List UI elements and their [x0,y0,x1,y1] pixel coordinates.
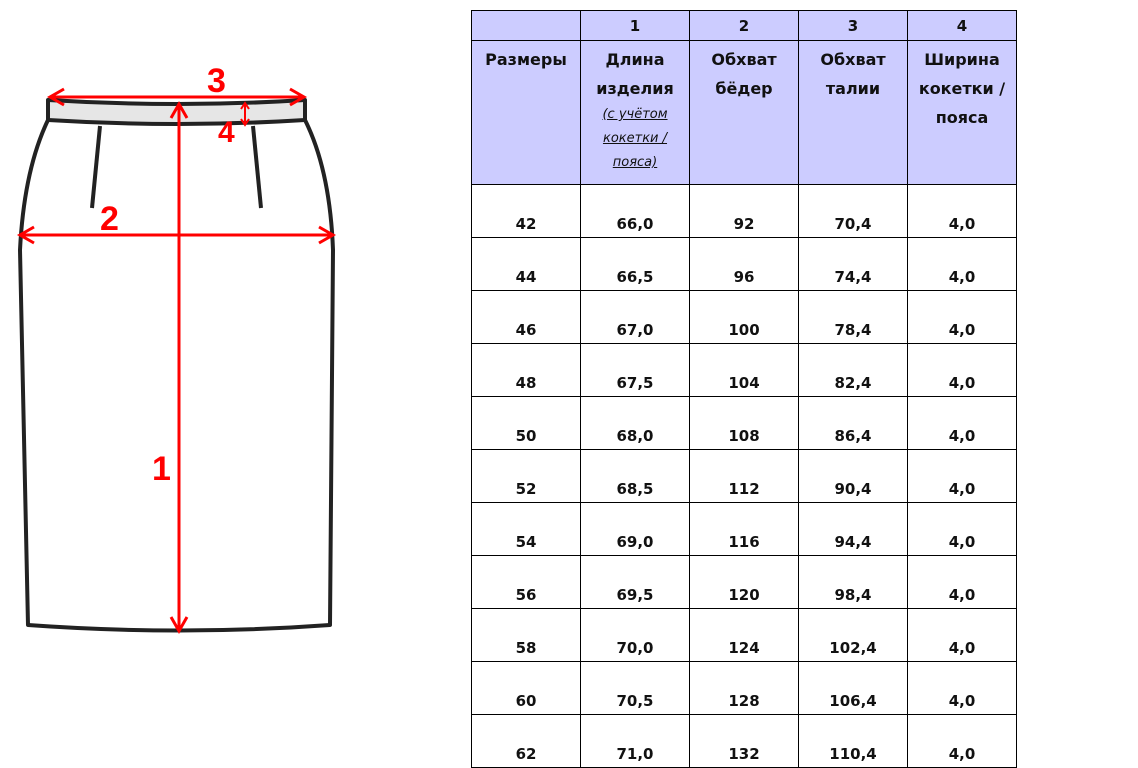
header-note: (с учётом кокетки / пояса) [602,107,668,170]
table-cell: 108 [689,396,799,450]
size-table: 1 2 3 4 Размеры Длина изделия (с учётом кокетк… [471,10,1017,768]
table-cell: 4,0 [907,237,1017,291]
table-row: 46 67,0 100 78,4 4,0 [471,290,1017,344]
table-cell: 66,5 [580,237,690,291]
column-header: Ширина кокетки / пояса [907,40,1017,185]
table-cell: 124 [689,608,799,662]
table-cell: 67,5 [580,343,690,397]
table-row: 60 70,5 128 106,4 4,0 [471,661,1017,715]
table-cell: 4,0 [907,184,1017,238]
table-cell: 104 [689,343,799,397]
table-row: 50 68,0 108 86,4 4,0 [471,396,1017,450]
table-cell: 4,0 [907,608,1017,662]
column-number [471,10,581,41]
arrow-hip [16,225,337,245]
skirt-outline [18,119,335,633]
dart-right [251,125,263,209]
table-cell: 106,4 [798,661,908,715]
arrow-band [240,101,250,127]
arrow-length [169,100,189,635]
table-cell: 116 [689,502,799,556]
table-cell: 66,0 [580,184,690,238]
table-cell: 102,4 [798,608,908,662]
column-header: Обхват талии [798,40,908,185]
table-cell: 52 [471,449,581,503]
table-cell: 4,0 [907,714,1017,768]
table-cell: 71,0 [580,714,690,768]
column-header: Обхват бёдер [689,40,799,185]
table-cell: 60 [471,661,581,715]
table-cell: 78,4 [798,290,908,344]
table-cell: 70,0 [580,608,690,662]
table-cell: 69,0 [580,502,690,556]
table-cell: 58 [471,608,581,662]
table-row: 48 67,5 104 82,4 4,0 [471,343,1017,397]
table-cell: 46 [471,290,581,344]
table-cell: 90,4 [798,449,908,503]
table-cell: 54 [471,502,581,556]
column-number: 2 [689,10,799,41]
table-cell: 128 [689,661,799,715]
table-cell: 132 [689,714,799,768]
table-cell: 70,4 [798,184,908,238]
dart-left [90,125,102,209]
table-row: 42 66,0 92 70,4 4,0 [471,184,1017,238]
column-header: Размеры [471,40,581,185]
table-cell: 68,5 [580,449,690,503]
table-cell: 98,4 [798,555,908,609]
table-cell: 86,4 [798,396,908,450]
column-header: Длина изделия (с учётом кокетки / пояса) [580,40,690,185]
table-cell: 50 [471,396,581,450]
column-number: 3 [798,10,908,41]
table-cell: 4,0 [907,396,1017,450]
table-row: 58 70,0 124 102,4 4,0 [471,608,1017,662]
header-label: Ширина кокетки / пояса [918,50,1006,127]
table-cell: 82,4 [798,343,908,397]
label-1: 1 [152,450,171,488]
table-cell: 44 [471,237,581,291]
table-cell: 67,0 [580,290,690,344]
table-cell: 4,0 [907,555,1017,609]
table-cell: 100 [689,290,799,344]
table-cell: 48 [471,343,581,397]
table-cell: 112 [689,449,799,503]
table-cell: 4,0 [907,661,1017,715]
table-cell: 69,5 [580,555,690,609]
label-4: 4 [218,116,235,149]
table-cell: 120 [689,555,799,609]
table-cell: 110,4 [798,714,908,768]
table-cell: 4,0 [907,502,1017,556]
label-3: 3 [207,62,226,100]
table-cell: 96 [689,237,799,291]
table-cell: 4,0 [907,343,1017,397]
table-cell: 4,0 [907,449,1017,503]
label-2: 2 [100,200,119,238]
table-cell: 56 [471,555,581,609]
table-cell: 74,4 [798,237,908,291]
header-label: Обхват талии [820,50,886,98]
waistband [46,98,307,126]
table-row: 62 71,0 132 110,4 4,0 [471,714,1017,768]
table-cell: 4,0 [907,290,1017,344]
table-cell: 42 [471,184,581,238]
table-cell: 92 [689,184,799,238]
header-label: Длина изделия [596,50,674,98]
skirt-diagram: 3 2 1 4 [16,62,337,635]
column-number: 1 [580,10,690,41]
arrow-waist [46,87,308,107]
table-row: 54 69,0 116 94,4 4,0 [471,502,1017,556]
table-row: 52 68,5 112 90,4 4,0 [471,449,1017,503]
table-row: 44 66,5 96 74,4 4,0 [471,237,1017,291]
header-label: Обхват бёдер [711,50,777,98]
column-number: 4 [907,10,1017,41]
table-row: 56 69,5 120 98,4 4,0 [471,555,1017,609]
table-cell: 70,5 [580,661,690,715]
header-label: Размеры [485,50,567,69]
table-cell: 68,0 [580,396,690,450]
table-cell: 62 [471,714,581,768]
header-row: Размеры Длина изделия (с учётом кокетки / … [471,40,1017,185]
table-cell: 94,4 [798,502,908,556]
